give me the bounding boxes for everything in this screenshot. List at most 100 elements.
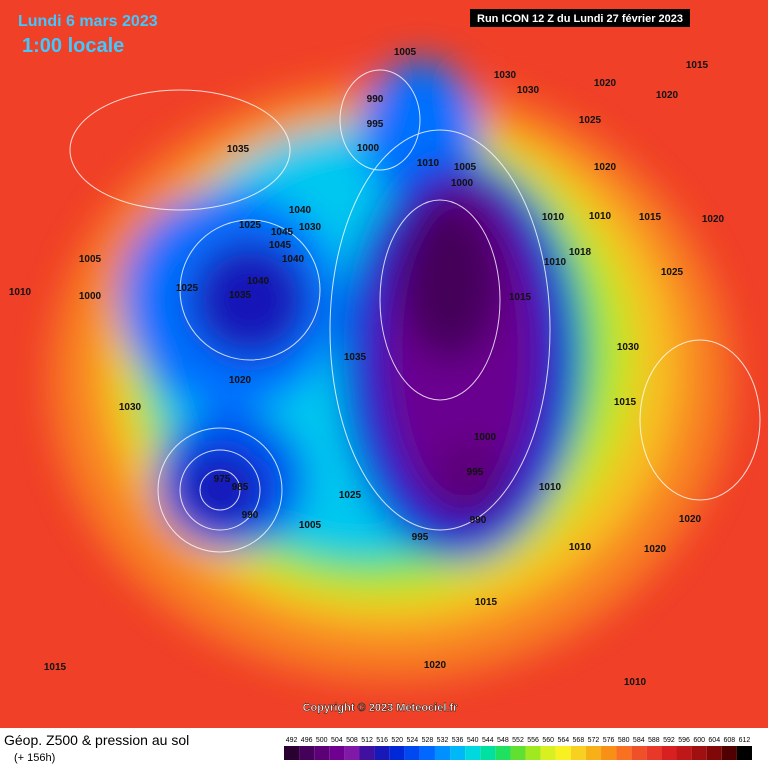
colorbar-label: 532 [437,737,449,744]
colorbar-label: 580 [618,737,630,744]
run-label: Run ICON 12 Z du Lundi 27 février 2023 [477,13,683,25]
colorbar-swatch [450,746,466,760]
colorbar-swatch [661,746,677,760]
isobar-label: 995 [412,532,429,543]
isobar-label: 990 [242,510,259,521]
isobar-label: 1035 [229,290,252,301]
colorbar-swatch [374,746,390,760]
isobar-label: 1025 [339,490,362,501]
isobar-label: 1025 [661,267,684,278]
isobar-label: 1020 [702,214,725,225]
colorbar-swatch [676,746,692,760]
colorbar-swatch [631,746,647,760]
isobar-label: 1045 [269,240,292,251]
colorbar-swatch [465,746,481,760]
colorbar-label: 496 [301,737,313,744]
date-label: Lundi 6 mars 2023 [18,13,158,30]
isobar-label: 1015 [639,212,662,223]
colorbar-label: 492 [286,737,298,744]
isobar-label: 1020 [656,90,679,101]
colorbar-label: 568 [573,737,585,744]
colorbar-label: 508 [346,737,358,744]
isobar-label: 1030 [517,85,540,96]
isobar-label: 1035 [344,352,367,363]
colorbar-swatch [525,746,541,760]
colorbar-swatch [646,746,662,760]
colorbar-label: 504 [331,737,343,744]
isobar-label: 1010 [539,482,562,493]
colorbar-label: 560 [542,737,554,744]
isobar-label: 1020 [679,514,702,525]
colorbar-label: 544 [482,737,494,744]
run-box [470,9,690,27]
legend-title: Géop. Z500 & pression au sol [4,732,189,748]
isobar-label: 1030 [299,222,322,233]
colorbar-label: 548 [497,737,509,744]
time-label: 1:00 locale [22,35,124,57]
colorbar-label: 608 [724,737,736,744]
isobar-label: 1000 [474,432,497,443]
isobar-label: 1025 [579,115,602,126]
colorbar-label: 584 [633,737,645,744]
colorbar-swatch [601,746,617,760]
isobar-label: 1015 [614,397,637,408]
isobar-label: 1040 [289,205,312,216]
colorbar-label: 556 [527,737,539,744]
isobar-label: 990 [470,515,487,526]
colorbar-swatch [389,746,405,760]
isobar-label: 1015 [686,60,709,71]
isobar-label: 1010 [624,677,647,688]
colorbar-label: 552 [512,737,524,744]
colorbar-swatch [344,746,360,760]
isobar-label: 1015 [475,597,498,608]
colorbar-swatch [480,746,496,760]
isobar-label: 1005 [79,254,102,265]
isobar-label: 1025 [176,283,199,294]
colorbar-swatch [706,746,722,760]
isobar-label: 1030 [494,70,517,81]
colorbar-label: 536 [452,737,464,744]
colorbar-label: 596 [678,737,690,744]
isobar-label: 1000 [79,291,102,302]
isobar-label: 1010 [569,542,592,553]
isobar-label: 1040 [247,276,270,287]
copyright: Copyright © 2023 Meteociel.fr [303,702,459,714]
colorbar-swatch [359,746,375,760]
isobar-label: 1010 [589,211,612,222]
isobar-label: 985 [232,482,249,493]
colorbar-label: 604 [708,737,720,744]
isobar-label: 1005 [454,162,477,173]
isobar-label: 1010 [542,212,565,223]
isobar-label: 1015 [44,662,67,673]
colorbar-swatch [585,746,602,760]
isobar-label: 1030 [119,402,142,413]
colorbar-label: 500 [316,737,328,744]
colorbar-label: 600 [693,737,705,744]
colorbar-swatch [404,746,420,760]
isobar-label: 1010 [544,257,567,268]
isobar-label: 1010 [9,287,32,298]
isobar-label: 1020 [229,375,252,386]
colorbar-swatch [419,746,435,760]
colorbar-swatch [616,746,632,760]
isobar-label: 1018 [569,247,592,258]
colorbar-swatch [284,746,300,760]
colorbar-swatch [691,746,707,760]
colorbar-swatch [540,746,556,760]
colorbar-label: 528 [422,737,434,744]
isobar-label: 1005 [394,47,417,58]
isobar-label: 990 [367,94,384,105]
isobar-label: 1020 [594,78,617,89]
colorbar-swatch [329,746,345,760]
colorbar-label: 564 [557,737,569,744]
isobar-label: 1020 [594,162,617,173]
isobar-label: 1045 [271,227,294,238]
isobar-label: 1030 [617,342,640,353]
colorbar-swatch [570,746,586,760]
isobar-label: 995 [467,467,484,478]
colorbar-swatch [510,746,526,760]
isobar-label: 995 [367,119,384,130]
colorbar-label: 540 [467,737,479,744]
